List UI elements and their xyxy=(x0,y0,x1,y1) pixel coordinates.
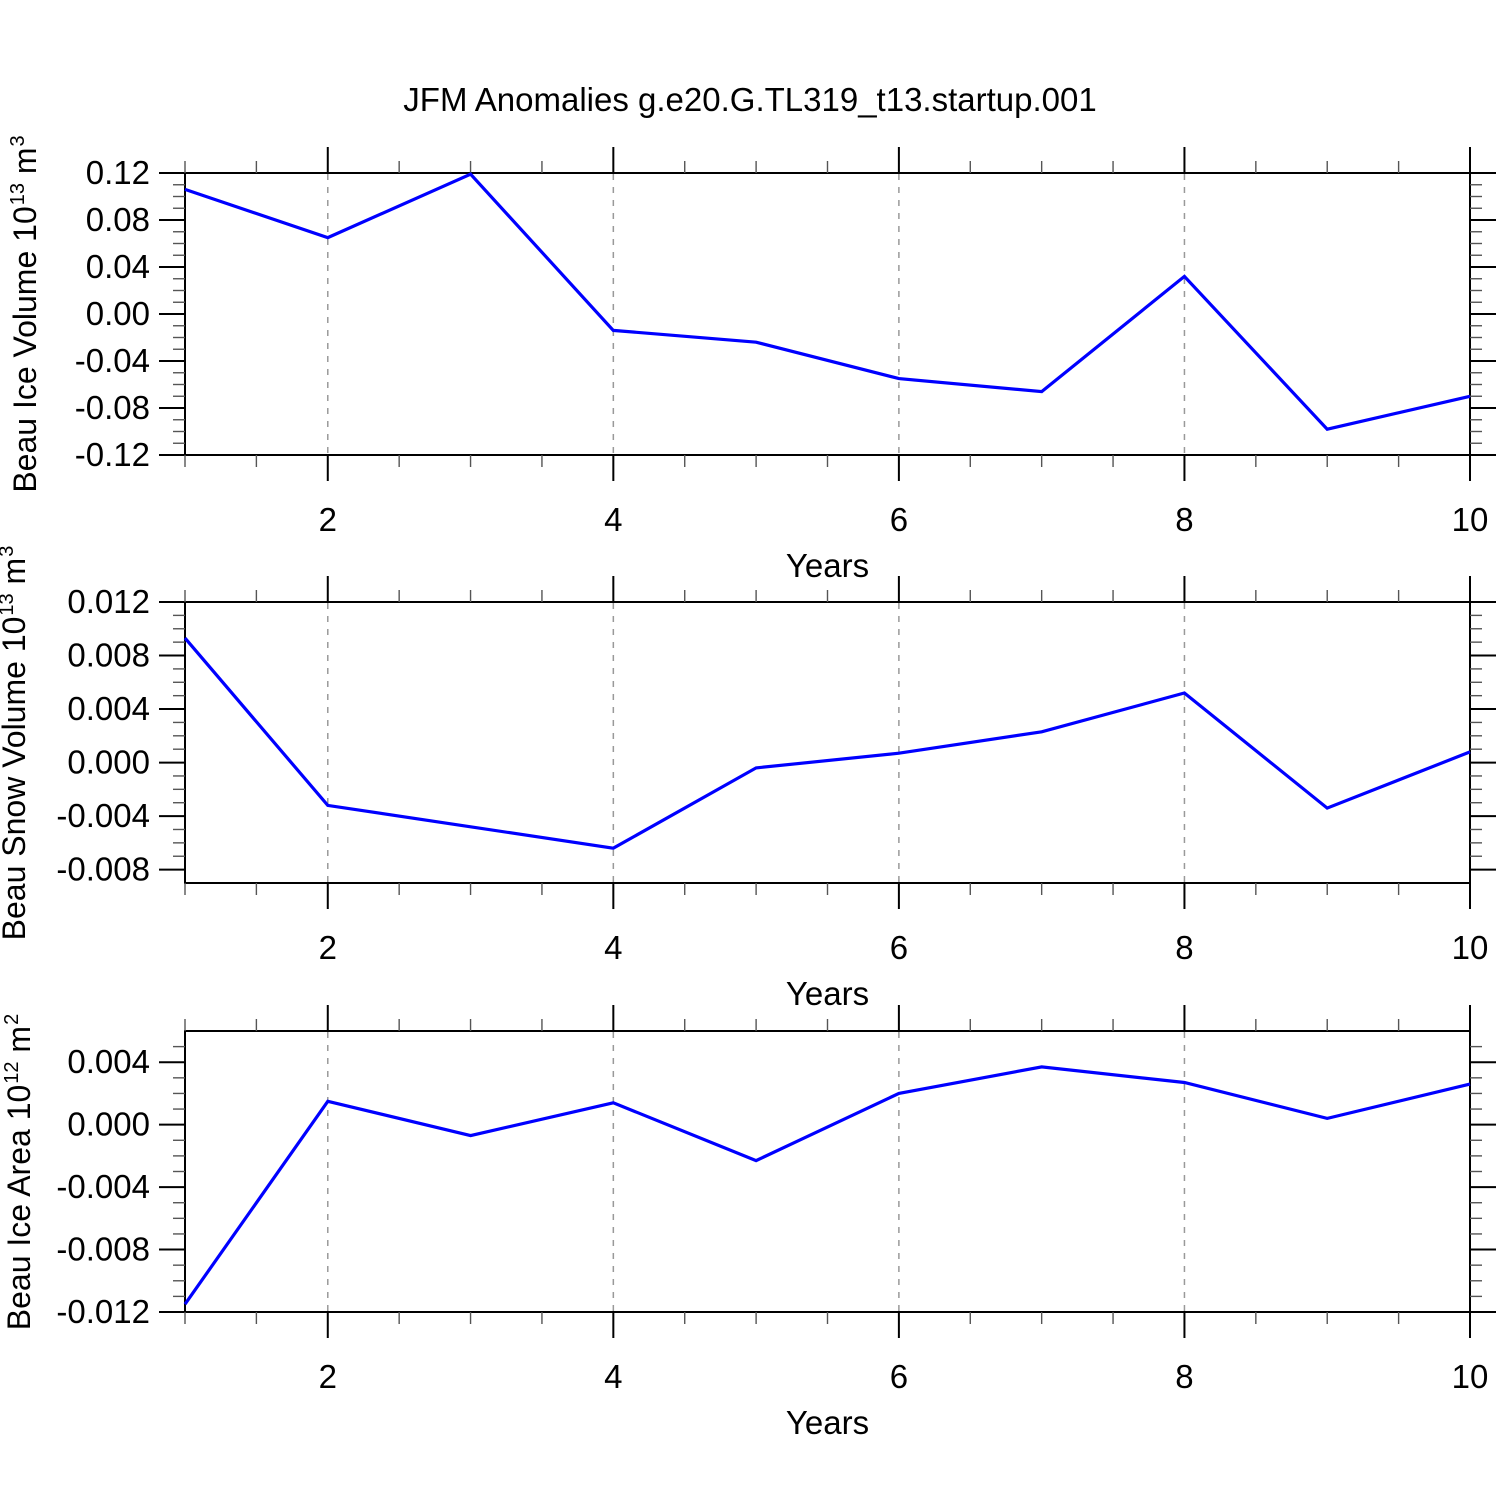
y-tick-label: 0.004 xyxy=(67,1043,150,1080)
beau-ice-area-line xyxy=(183,1065,1471,1306)
x-tick-label: 4 xyxy=(604,501,622,538)
x-tick-label: 2 xyxy=(319,929,337,966)
y-tick-label: 0.04 xyxy=(86,248,150,285)
y-tick-label: -0.008 xyxy=(56,851,150,888)
x-tick-label: 2 xyxy=(319,501,337,538)
beau-ice-area-ylabel: Beau Ice Area 1012 m2 xyxy=(0,822,41,1500)
y-tick-label: -0.004 xyxy=(56,797,150,834)
y-tick-label: -0.12 xyxy=(75,436,150,473)
y-tick-label: 0.12 xyxy=(86,154,150,191)
x-tick-label: 4 xyxy=(604,929,622,966)
x-axis-title: Years xyxy=(786,1404,869,1441)
beau-ice-volume-line xyxy=(184,172,1471,431)
y-tick-label: -0.004 xyxy=(56,1168,150,1205)
y-tick-label: 0.00 xyxy=(86,295,150,332)
y-tick-label: 0.000 xyxy=(67,744,150,781)
x-tick-label: 8 xyxy=(1175,929,1193,966)
x-tick-label: 8 xyxy=(1175,1358,1193,1395)
ylabel-text: m xyxy=(0,557,32,593)
ylabel-text: m xyxy=(7,147,43,183)
y-tick-label: 0.004 xyxy=(67,690,150,727)
beau-ice-area-panel: 0.004 0.000 -0.004 -0.008 -0.012 2 4 6 8 10 Years xyxy=(56,1005,1496,1441)
y-tick-label: 0.000 xyxy=(67,1106,150,1143)
ylabel-superscript: 3 xyxy=(0,545,18,556)
y-tick-label: -0.08 xyxy=(75,389,150,426)
y-tick-label: 0.012 xyxy=(67,583,150,620)
plot-frame xyxy=(184,601,1471,884)
ylabel-text: m xyxy=(1,1025,37,1061)
x-tick-label: 6 xyxy=(890,929,908,966)
x-tick-label: 10 xyxy=(1452,501,1489,538)
ylabel-superscript: 12 xyxy=(1,1060,23,1084)
chart-title: JFM Anomalies g.e20.G.TL319_t13.startup.… xyxy=(403,81,1097,118)
x-axis-title: Years xyxy=(786,975,869,1012)
ylabel-superscript: 3 xyxy=(7,135,29,147)
x-tick-label: 6 xyxy=(890,501,908,538)
ylabel-superscript: 13 xyxy=(0,592,18,616)
plot-frame xyxy=(184,1030,1471,1313)
beau-snow-volume-panel: 0.012 0.008 0.004 0.000 -0.004 -0.008 2 4 6 8 10 Ye… xyxy=(56,576,1496,1012)
ylabel-text: Beau Ice Area 10 xyxy=(1,1084,37,1330)
ylabel-superscript: 13 xyxy=(7,183,29,206)
x-tick-label: 2 xyxy=(319,1358,337,1395)
x-tick-label: 4 xyxy=(604,1358,622,1395)
ylabel-superscript: 2 xyxy=(1,1013,23,1025)
y-tick-label: -0.008 xyxy=(56,1231,150,1268)
x-tick-label: 8 xyxy=(1175,501,1193,538)
beau-snow-volume-line xyxy=(183,637,1471,850)
x-tick-label: 6 xyxy=(890,1358,908,1395)
y-tick-label: -0.012 xyxy=(56,1293,150,1330)
y-tick-label: 0.008 xyxy=(67,637,150,674)
x-tick-label: 10 xyxy=(1452,929,1489,966)
beau-ice-volume-panel: 0.12 0.08 0.04 0.00 -0.04 -0.08 -0.12 2 4 6 8 10 Yea… xyxy=(75,147,1496,584)
x-tick-label: 10 xyxy=(1452,1358,1489,1395)
y-tick-label: -0.04 xyxy=(75,342,150,379)
x-axis-title: Years xyxy=(786,547,869,584)
y-tick-label: 0.08 xyxy=(86,201,150,238)
